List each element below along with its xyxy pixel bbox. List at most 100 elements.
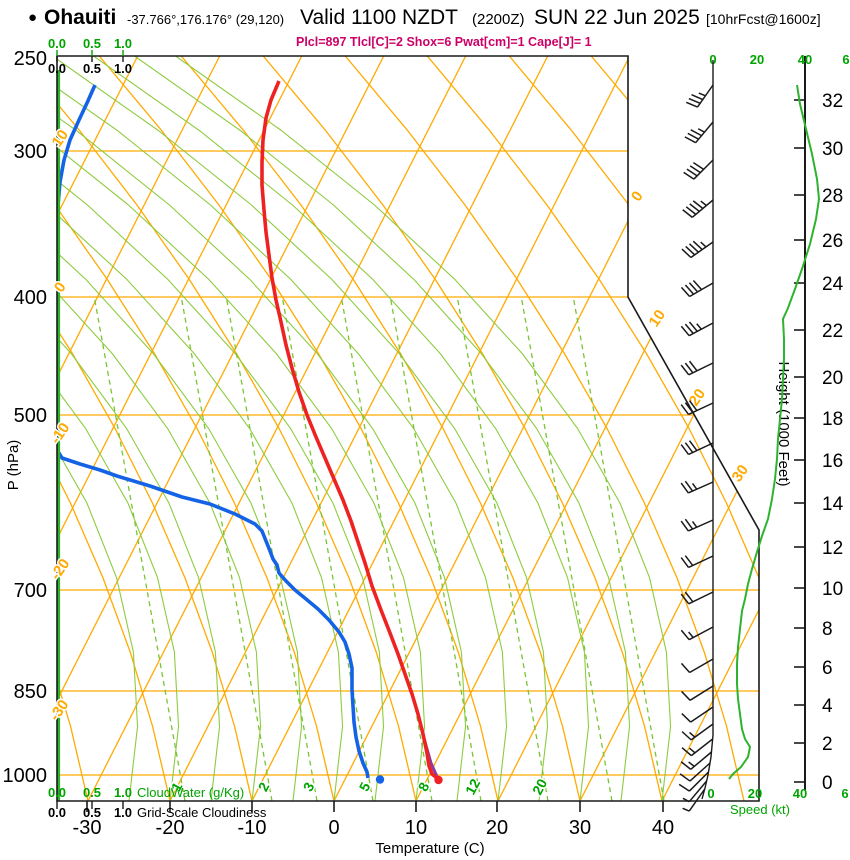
svg-text:0.0: 0.0 [48,785,66,800]
zulu-time: (2200Z) [472,11,525,28]
svg-text:Speed (kt): Speed (kt) [730,802,790,817]
wind-barbs [678,60,714,812]
plot-border [56,55,760,802]
svg-text:Grid-Scale Cloudiness: Grid-Scale Cloudiness [137,805,267,820]
svg-text:0: 0 [51,279,70,296]
wind-barb [679,762,711,782]
svg-text:32: 32 [822,91,843,112]
cloud-scales: 0.0 0.0 0.0 0.0 0.5 0.5 0.5 0.5 1.0 1.0 1.0 1.0 Clou… [48,36,267,820]
svg-text:6: 6 [842,52,849,67]
speed-curve [728,84,821,780]
svg-text:12: 12 [822,538,843,559]
wind-barb [680,591,714,605]
svg-text:20: 20 [822,368,843,389]
station-coordinates: -37.766°,176.176° (29,120) [127,12,285,27]
surface-markers [375,775,443,785]
wind-barb [680,321,714,337]
svg-text:24: 24 [822,274,844,295]
svg-text:0: 0 [707,786,714,801]
svg-text:2: 2 [822,734,833,755]
svg-text:16: 16 [822,451,843,472]
svg-text:-20: -20 [47,556,73,584]
wind-barb [684,121,714,144]
valid-date: SUN 22 Jun 2025 [534,6,700,29]
wind-barb [681,738,714,757]
barb-staff [701,60,714,800]
wind-barb [680,360,714,376]
temperature-curve [260,80,440,781]
svg-text:-20: -20 [156,817,185,839]
surface-temperature-dot [434,775,443,785]
dewpoint-curve [57,84,370,779]
svg-text:P (hPa): P (hPa) [5,440,22,491]
svg-text:22: 22 [822,321,843,342]
wind-barb [683,159,714,180]
svg-text:6: 6 [841,786,848,801]
svg-text:30: 30 [569,817,591,839]
svg-text:20: 20 [486,817,508,839]
svg-text:Height (1000 Feet): Height (1000 Feet) [775,361,792,486]
wind-speed-profile [728,84,821,780]
svg-text:300: 300 [14,141,47,163]
svg-text:-30: -30 [73,817,102,839]
wind-barb [680,751,712,770]
svg-text:30: 30 [822,139,843,160]
valid-time: Valid 1100 NZDT [300,6,458,29]
stability-parameters: Plcl=897 Tlcl[C]=2 Shox=6 Pwat[cm]=1 Cap… [296,35,592,49]
wind-barb [678,771,710,792]
svg-text:6: 6 [822,658,833,679]
skewt-grid [57,56,759,801]
svg-text:40: 40 [793,786,807,801]
wind-barb [680,400,714,416]
svg-text:26: 26 [822,231,843,252]
svg-text:10: 10 [646,307,669,330]
svg-text:14: 14 [822,494,844,515]
svg-text:20: 20 [750,52,764,67]
svg-text:12: 12 [462,776,484,797]
svg-text:0.5: 0.5 [83,36,101,51]
svg-text:40: 40 [798,52,812,67]
wind-barb [680,518,714,532]
svg-text:1.0: 1.0 [114,61,132,76]
svg-text:850: 850 [14,681,47,703]
svg-text:0: 0 [628,188,647,205]
svg-text:400: 400 [14,287,47,309]
forecast-tag: [10hrFcst@1600z] [706,11,821,27]
svg-text:20: 20 [529,776,551,797]
svg-text:0: 0 [328,817,339,839]
wind-barb [681,685,714,701]
svg-text:40: 40 [652,817,674,839]
svg-text:250: 250 [14,48,47,70]
station-bullet-icon: ● [28,9,38,26]
svg-text:10: 10 [822,579,843,600]
svg-text:20: 20 [748,786,762,801]
sounding-profiles [57,70,440,801]
wind-barb [680,279,714,298]
temperature-axis: -30 -20 -10 0 10 20 30 40 Temperature (C) [73,801,674,857]
wind-barb [682,199,714,218]
svg-text:5: 5 [356,779,374,794]
surface-dewpoint-dot [375,775,385,784]
svg-text:-10: -10 [238,817,267,839]
wind-barb [681,706,714,723]
svg-text:Temperature (C): Temperature (C) [375,840,484,857]
svg-text:1000: 1000 [3,765,48,787]
svg-text:10: 10 [405,817,427,839]
wind-barb [681,240,714,259]
svg-text:CloudWater (g/Kg): CloudWater (g/Kg) [137,785,244,800]
svg-text:700: 700 [14,580,47,602]
wind-barb [682,780,708,803]
svg-text:0.5: 0.5 [83,805,101,820]
svg-text:0.0: 0.0 [48,36,66,51]
svg-text:4: 4 [822,696,833,717]
svg-text:28: 28 [822,186,843,207]
svg-text:0.5: 0.5 [83,61,101,76]
svg-text:1.0: 1.0 [114,805,132,820]
svg-text:0.5: 0.5 [83,785,101,800]
svg-text:0.0: 0.0 [48,61,66,76]
svg-text:1.0: 1.0 [114,36,132,51]
